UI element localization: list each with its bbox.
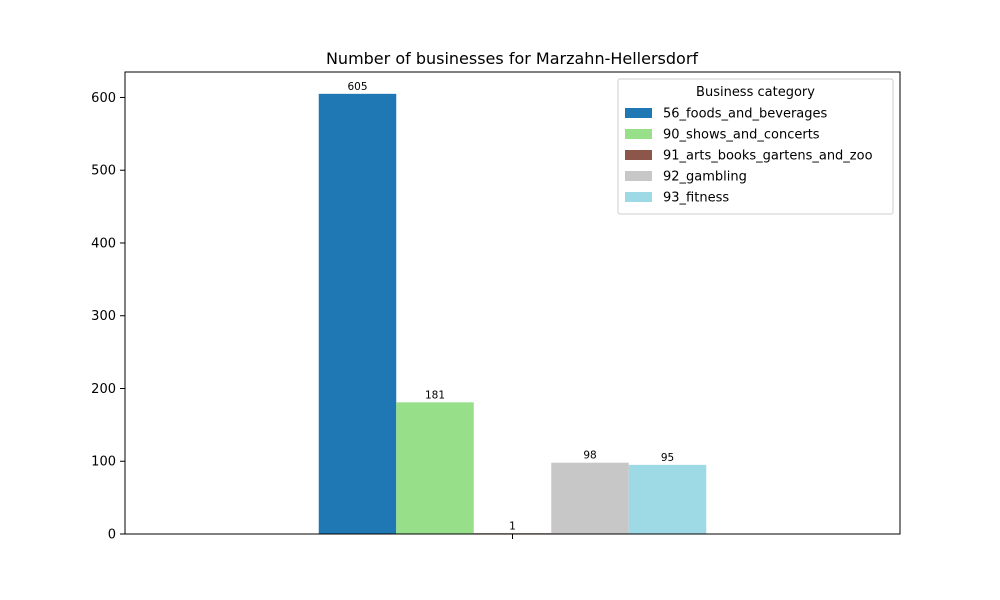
legend-swatch-91_arts_books_gartens_and_zoo bbox=[625, 150, 652, 160]
y-tick-label: 0 bbox=[108, 528, 116, 543]
data-label-91_arts_books_gartens_and_zoo: 1 bbox=[509, 520, 516, 532]
y-tick-label: 400 bbox=[91, 236, 116, 251]
legend-label-90_shows_and_concerts: 90_shows_and_concerts bbox=[663, 128, 820, 143]
legend-swatch-93_fitness bbox=[625, 192, 652, 202]
data-labels-layer: 605 181 1 98 95 bbox=[347, 81, 674, 532]
legend-items: 56_foods_and_beverages 90_shows_and_conce… bbox=[625, 107, 873, 206]
bar-56_foods_and_beverages bbox=[318, 93, 397, 534]
y-tick-label: 500 bbox=[91, 164, 116, 179]
plot-frame bbox=[124, 71, 901, 535]
y-tick-label: 200 bbox=[91, 382, 116, 397]
bar-93_fitness bbox=[628, 464, 707, 534]
legend-label-92_gambling: 92_gambling bbox=[663, 170, 747, 185]
legend-box bbox=[617, 78, 894, 215]
legend-swatch-92_gambling bbox=[625, 171, 652, 181]
data-label-56_foods_and_beverages: 605 bbox=[347, 81, 367, 93]
y-tick-label: 600 bbox=[91, 91, 116, 106]
data-label-93_fitness: 95 bbox=[661, 452, 674, 464]
legend-swatch-56_foods_and_beverages bbox=[625, 108, 652, 118]
legend: Business category 56_foods_and_beverages… bbox=[617, 78, 894, 215]
chart-title: Number of businesses for Marzahn-Hellers… bbox=[326, 49, 698, 68]
legend-title: Business category bbox=[696, 85, 815, 100]
legend-label-91_arts_books_gartens_and_zoo: 91_arts_books_gartens_and_zoo bbox=[663, 149, 873, 164]
legend-label-56_foods_and_beverages: 56_foods_and_beverages bbox=[663, 107, 828, 122]
y-axis: 0 100 200 300 400 500 600 bbox=[91, 91, 125, 543]
bar-90_shows_and_concerts bbox=[396, 402, 474, 534]
legend-label-93_fitness: 93_fitness bbox=[663, 191, 729, 206]
data-label-90_shows_and_concerts: 181 bbox=[425, 389, 445, 401]
legend-swatch-90_shows_and_concerts bbox=[625, 129, 652, 139]
y-tick-label: 100 bbox=[91, 455, 116, 470]
data-label-92_gambling: 98 bbox=[583, 450, 596, 462]
bars-layer bbox=[318, 93, 707, 534]
bar-92_gambling bbox=[551, 462, 629, 534]
y-tick-label: 300 bbox=[91, 309, 116, 324]
